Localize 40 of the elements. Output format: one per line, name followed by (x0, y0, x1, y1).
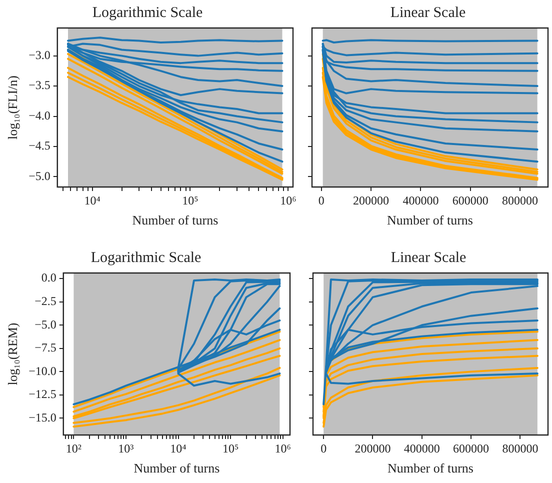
y-tick-label: −12.5 (28, 387, 56, 402)
x-tick-label: 0 (318, 193, 324, 208)
y-tick-label: −4.0 (28, 108, 50, 122)
y-tick-label: −3.5 (28, 78, 50, 92)
x-tick-label: 10³ (118, 441, 134, 456)
x-axis-title: Number of turns (134, 460, 220, 476)
y-axis-title: log₁₀(FLI/n) (5, 76, 20, 140)
x-axis-title: Number of turns (388, 460, 474, 476)
chart-title: Logarithmic Scale (90, 250, 202, 266)
x-tick-label: 10² (66, 441, 82, 456)
y-tick-label: −5.0 (34, 317, 56, 332)
x-tick-label: 10⁴ (170, 441, 186, 456)
x-tick-label: 10⁵ (182, 193, 198, 208)
x-tick-label: 400000 (404, 441, 440, 456)
x-tick-label: 10⁶ (280, 193, 296, 208)
x-tick-label: 600000 (452, 193, 488, 208)
x-tick-label: 200000 (353, 193, 390, 208)
y-tick-label: −10.0 (28, 364, 56, 378)
y-tick-label: −5.0 (28, 168, 50, 183)
x-tick-label: 0 (320, 441, 327, 456)
x-tick-label: 10⁶ (274, 441, 291, 456)
x-tick-label: 200000 (354, 441, 391, 456)
chart-title: Logarithmic Scale (92, 4, 204, 21)
y-tick-label: 0.0 (41, 270, 56, 285)
y-tick-label: −2.5 (34, 294, 56, 308)
chart-title: Linear Scale (390, 4, 466, 21)
x-tick-label: 800000 (502, 441, 538, 456)
y-tick-label: −4.5 (28, 138, 50, 153)
x-axis-title: Number of turns (387, 212, 473, 228)
y-axis-title: log₁₀(REM) (5, 322, 20, 386)
y-tick-label: −3.0 (28, 48, 50, 62)
x-tick-label: 10⁵ (222, 441, 239, 456)
y-tick-label: −15.0 (28, 410, 56, 424)
x-tick-label: 800000 (502, 193, 538, 208)
x-tick-label: 600000 (453, 441, 490, 456)
y-tick-label: −7.5 (34, 340, 56, 355)
x-tick-label: 400000 (402, 193, 439, 208)
chart-title: Linear Scale (390, 250, 467, 266)
x-axis-title: Number of turns (132, 212, 218, 228)
x-tick-label: 10⁴ (84, 193, 100, 208)
